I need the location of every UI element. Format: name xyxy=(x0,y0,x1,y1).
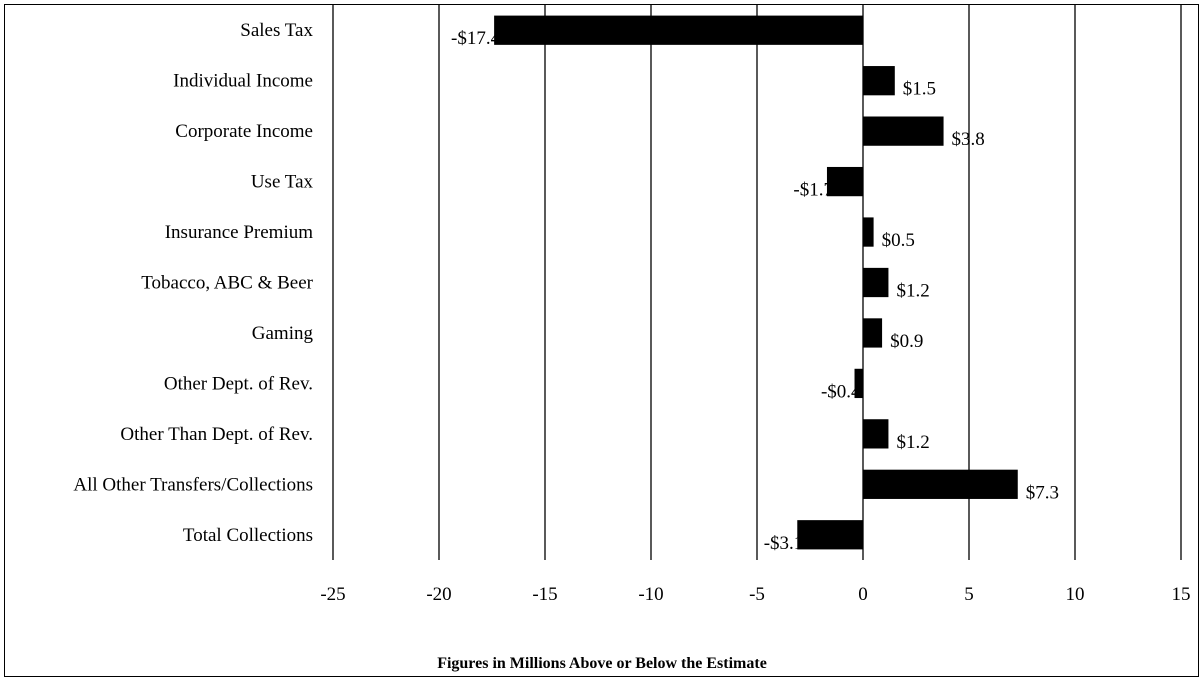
category-label: Sales Tax xyxy=(240,20,313,41)
bar xyxy=(863,267,889,298)
x-tick-label: -25 xyxy=(320,584,345,605)
bar xyxy=(494,15,863,45)
chart-frame xyxy=(4,4,1199,677)
data-label: $1.2 xyxy=(896,432,929,453)
x-tick-label: 0 xyxy=(858,584,868,605)
category-label: Other Dept. of Rev. xyxy=(164,373,313,394)
bars xyxy=(494,15,1018,550)
bar xyxy=(863,419,889,449)
bar xyxy=(863,469,1018,499)
bar xyxy=(854,368,863,399)
data-label: $1.5 xyxy=(903,79,936,100)
category-label: Total Collections xyxy=(183,525,313,546)
x-tick-label: 5 xyxy=(964,584,974,605)
data-label: $0.5 xyxy=(882,230,915,251)
data-label: $1.2 xyxy=(896,281,929,302)
bar xyxy=(863,66,895,96)
category-label: Use Tax xyxy=(251,172,314,193)
x-axis-title: Figures in Millions Above or Below the E… xyxy=(437,655,767,672)
x-tick-label: -20 xyxy=(426,584,451,605)
data-label: $3.8 xyxy=(952,129,985,150)
data-label: -$1.7 xyxy=(793,180,833,201)
category-label: Individual Income xyxy=(173,71,313,92)
bar xyxy=(797,520,863,550)
category-label: Corporate Income xyxy=(175,121,313,142)
category-label: Tobacco, ABC & Beer xyxy=(141,273,313,294)
gridlines xyxy=(332,5,1182,560)
data-labels: -$17.4 $1.5 $3.8 -$1.7 $0.5 $1.2 $0.9 -$0.4 $1.2… xyxy=(451,28,1059,554)
x-tick-label: 10 xyxy=(1066,584,1085,605)
data-label: -$0.4 xyxy=(821,381,861,402)
data-label: $7.3 xyxy=(1026,482,1059,503)
x-axis-ticks: -25 -20 -15 -10 -5 0 5 10 15 xyxy=(320,584,1190,605)
x-tick-label: -15 xyxy=(532,584,557,605)
bar xyxy=(863,116,944,146)
category-label: All Other Transfers/Collections xyxy=(73,474,313,495)
data-label: $0.9 xyxy=(890,331,923,352)
category-label: Gaming xyxy=(252,323,314,344)
category-label: Other Than Dept. of Rev. xyxy=(120,424,313,445)
x-tick-label: 15 xyxy=(1172,584,1191,605)
data-label: -$3.1 xyxy=(764,533,804,554)
bar xyxy=(826,166,863,197)
x-tick-label: -5 xyxy=(749,584,765,605)
data-label: -$17.4 xyxy=(451,28,501,49)
category-labels: Sales Tax Individual Income Corporate Inco… xyxy=(73,20,313,546)
x-tick-label: -10 xyxy=(638,584,663,605)
bar xyxy=(863,318,883,348)
category-label: Insurance Premium xyxy=(165,222,313,243)
bar xyxy=(863,217,874,247)
